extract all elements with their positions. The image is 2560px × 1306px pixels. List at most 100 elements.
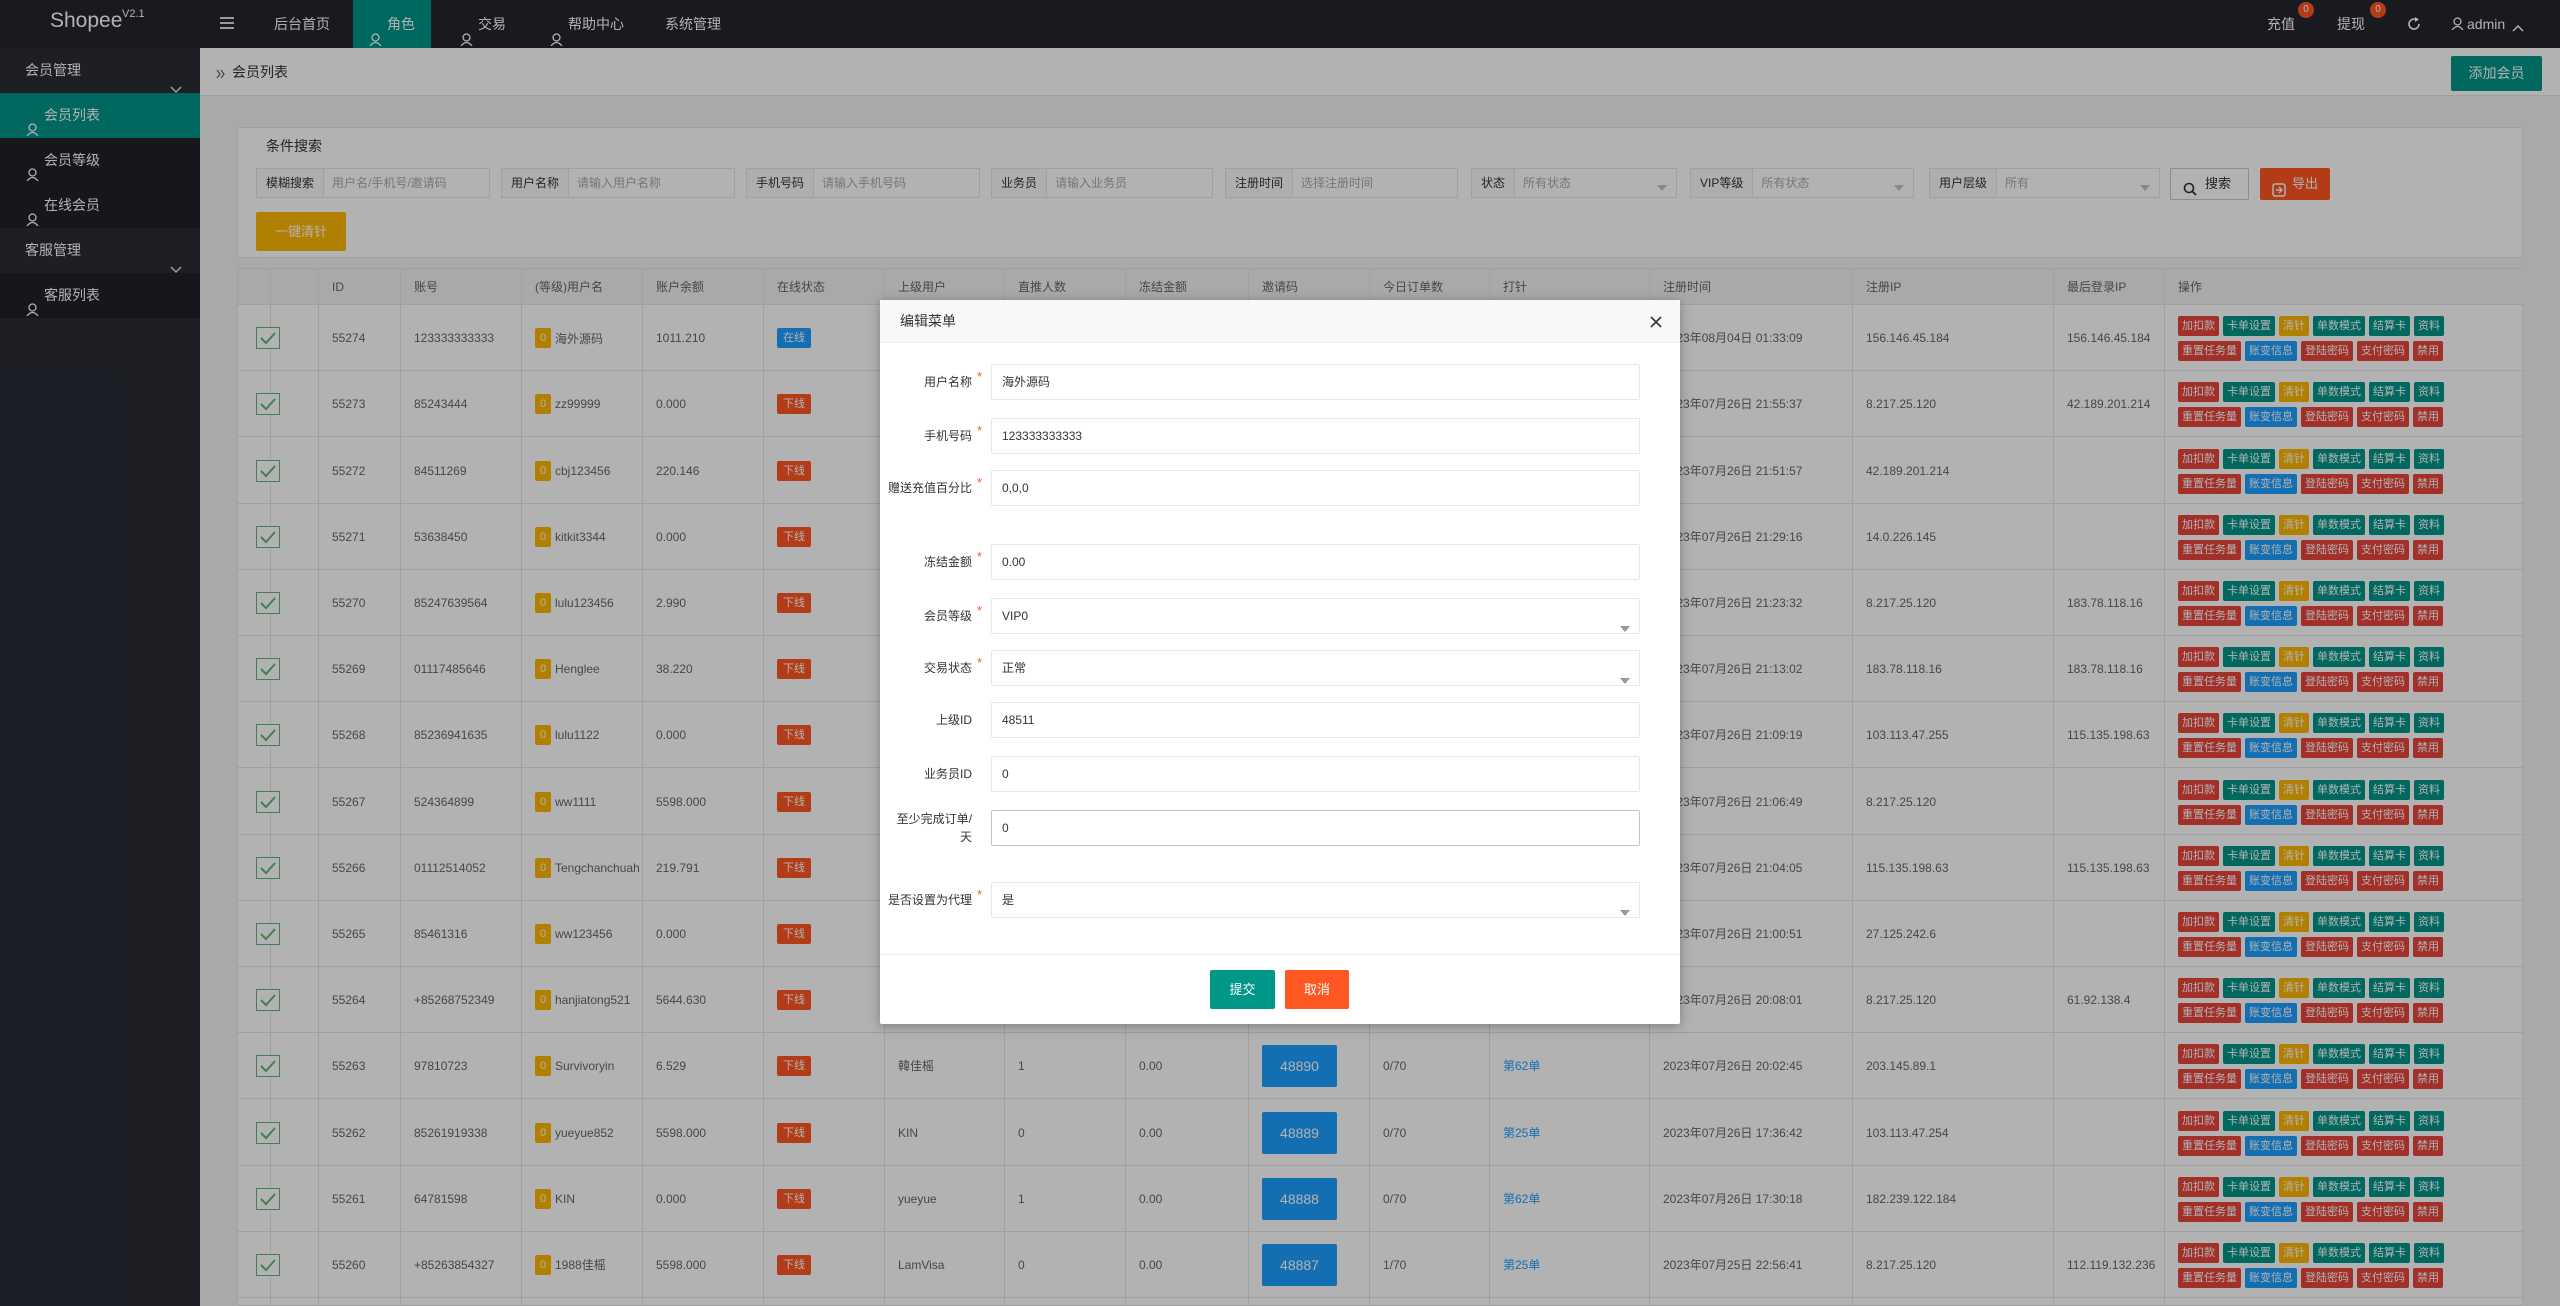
- nav-item[interactable]: 帮助中心: [534, 0, 640, 48]
- invite-code[interactable]: 48889: [1262, 1111, 1337, 1154]
- action-button[interactable]: 支付密码: [2357, 341, 2409, 362]
- action-button[interactable]: 单数模式: [2313, 978, 2365, 999]
- form-input[interactable]: 0,0,0: [991, 470, 1640, 506]
- action-button[interactable]: 加扣款: [2178, 713, 2219, 734]
- action-button[interactable]: 支付密码: [2357, 936, 2409, 957]
- action-button[interactable]: 重置任务量: [2178, 1135, 2241, 1156]
- action-button[interactable]: 支付密码: [2357, 804, 2409, 825]
- action-button[interactable]: 禁用: [2413, 936, 2443, 957]
- action-button[interactable]: 清针: [2279, 911, 2309, 932]
- action-button[interactable]: 账变信息: [2245, 672, 2297, 693]
- nav-item[interactable]: 角色: [353, 0, 431, 48]
- action-button[interactable]: 单数模式: [2313, 1044, 2365, 1065]
- needle-link[interactable]: 第62单: [1503, 1059, 1541, 1074]
- form-input[interactable]: 0: [991, 756, 1640, 792]
- action-button[interactable]: 重置任务量: [2178, 672, 2241, 693]
- action-button[interactable]: 登陆密码: [2301, 1201, 2353, 1222]
- action-button[interactable]: 账变信息: [2245, 870, 2297, 891]
- action-button[interactable]: 资料: [2414, 514, 2444, 535]
- action-button[interactable]: 资料: [2414, 713, 2444, 734]
- action-button[interactable]: 重置任务量: [2178, 407, 2241, 428]
- action-button[interactable]: 清针: [2279, 316, 2309, 337]
- username[interactable]: admin: [2467, 16, 2506, 32]
- form-input[interactable]: 123333333333: [991, 418, 1640, 454]
- action-button[interactable]: 重置任务量: [2178, 936, 2241, 957]
- action-button[interactable]: 资料: [2414, 580, 2444, 601]
- action-button[interactable]: 结算卡: [2369, 382, 2410, 403]
- menu-group[interactable]: 客服管理: [0, 228, 200, 274]
- action-button[interactable]: 清针: [2279, 978, 2309, 999]
- action-button[interactable]: 加扣款: [2178, 1176, 2219, 1197]
- action-button[interactable]: 支付密码: [2357, 1135, 2409, 1156]
- action-button[interactable]: 登陆密码: [2301, 407, 2353, 428]
- action-button[interactable]: 禁用: [2413, 341, 2443, 362]
- needle-link[interactable]: 第62单: [1503, 1191, 1541, 1206]
- action-button[interactable]: 加扣款: [2178, 911, 2219, 932]
- action-button[interactable]: 支付密码: [2357, 1201, 2409, 1222]
- action-button[interactable]: 卡单设置: [2223, 845, 2275, 866]
- action-button[interactable]: 账变信息: [2245, 804, 2297, 825]
- action-button[interactable]: 重置任务量: [2178, 1201, 2241, 1222]
- action-button[interactable]: 卡单设置: [2223, 1176, 2275, 1197]
- action-button[interactable]: 资料: [2414, 1176, 2444, 1197]
- action-button[interactable]: 单数模式: [2313, 647, 2365, 668]
- field-input[interactable]: 请输入业务员: [1055, 176, 1128, 190]
- recharge[interactable]: 充值: [2267, 16, 2295, 32]
- action-button[interactable]: 清针: [2279, 382, 2309, 403]
- action-button[interactable]: 重置任务量: [2178, 1003, 2241, 1024]
- action-button[interactable]: 资料: [2414, 978, 2444, 999]
- action-button[interactable]: 单数模式: [2313, 845, 2365, 866]
- action-button[interactable]: 重置任务量: [2178, 473, 2241, 494]
- action-button[interactable]: 加扣款: [2178, 1110, 2219, 1131]
- action-button[interactable]: 资料: [2414, 382, 2444, 403]
- action-button[interactable]: 结算卡: [2369, 1044, 2410, 1065]
- menu-item[interactable]: 会员等级: [0, 138, 200, 183]
- form-input[interactable]: 海外源码: [991, 364, 1640, 400]
- action-button[interactable]: 卡单设置: [2223, 514, 2275, 535]
- action-button[interactable]: 加扣款: [2178, 978, 2219, 999]
- action-button[interactable]: 账变信息: [2245, 1069, 2297, 1090]
- action-button[interactable]: 禁用: [2413, 1003, 2443, 1024]
- action-button[interactable]: 账变信息: [2245, 605, 2297, 626]
- action-button[interactable]: 单数模式: [2313, 713, 2365, 734]
- action-button[interactable]: 支付密码: [2357, 738, 2409, 759]
- action-button[interactable]: 清针: [2279, 1110, 2309, 1131]
- nav-item[interactable]: 系统管理: [665, 16, 721, 32]
- action-button[interactable]: 账变信息: [2245, 1135, 2297, 1156]
- action-button[interactable]: 加扣款: [2178, 580, 2219, 601]
- action-button[interactable]: 单数模式: [2313, 316, 2365, 337]
- action-button[interactable]: 禁用: [2413, 1069, 2443, 1090]
- action-button[interactable]: 单数模式: [2313, 1110, 2365, 1131]
- action-button[interactable]: 清针: [2279, 845, 2309, 866]
- action-button[interactable]: 账变信息: [2245, 738, 2297, 759]
- action-button[interactable]: 加扣款: [2178, 647, 2219, 668]
- action-button[interactable]: 账变信息: [2245, 473, 2297, 494]
- action-button[interactable]: 账变信息: [2245, 341, 2297, 362]
- action-button[interactable]: 清针: [2279, 580, 2309, 601]
- action-button[interactable]: 结算卡: [2369, 1242, 2410, 1263]
- field-input[interactable]: 所有: [2005, 176, 2030, 190]
- action-button[interactable]: 资料: [2414, 316, 2444, 337]
- action-button[interactable]: 单数模式: [2313, 779, 2365, 800]
- action-button[interactable]: 登陆密码: [2301, 605, 2353, 626]
- action-button[interactable]: 支付密码: [2357, 870, 2409, 891]
- action-button[interactable]: 加扣款: [2178, 1044, 2219, 1065]
- action-button[interactable]: 卡单设置: [2223, 1044, 2275, 1065]
- field-input[interactable]: 所有状态: [1523, 176, 1572, 190]
- action-button[interactable]: 清针: [2279, 448, 2309, 469]
- action-button[interactable]: 结算卡: [2369, 448, 2410, 469]
- action-button[interactable]: 禁用: [2413, 473, 2443, 494]
- action-button[interactable]: 支付密码: [2357, 1267, 2409, 1288]
- action-button[interactable]: 登陆密码: [2301, 473, 2353, 494]
- invite-code[interactable]: 48888: [1262, 1177, 1337, 1220]
- action-button[interactable]: 资料: [2414, 1044, 2444, 1065]
- menu-item[interactable]: 客服列表: [0, 273, 200, 318]
- submit-button[interactable]: 提交: [1210, 970, 1275, 1009]
- action-button[interactable]: 清针: [2279, 779, 2309, 800]
- action-button[interactable]: 卡单设置: [2223, 316, 2275, 337]
- action-button[interactable]: 清针: [2279, 1044, 2309, 1065]
- action-button[interactable]: 单数模式: [2313, 911, 2365, 932]
- action-button[interactable]: 结算卡: [2369, 779, 2410, 800]
- action-button[interactable]: 结算卡: [2369, 1110, 2410, 1131]
- form-input[interactable]: 是: [991, 882, 1640, 918]
